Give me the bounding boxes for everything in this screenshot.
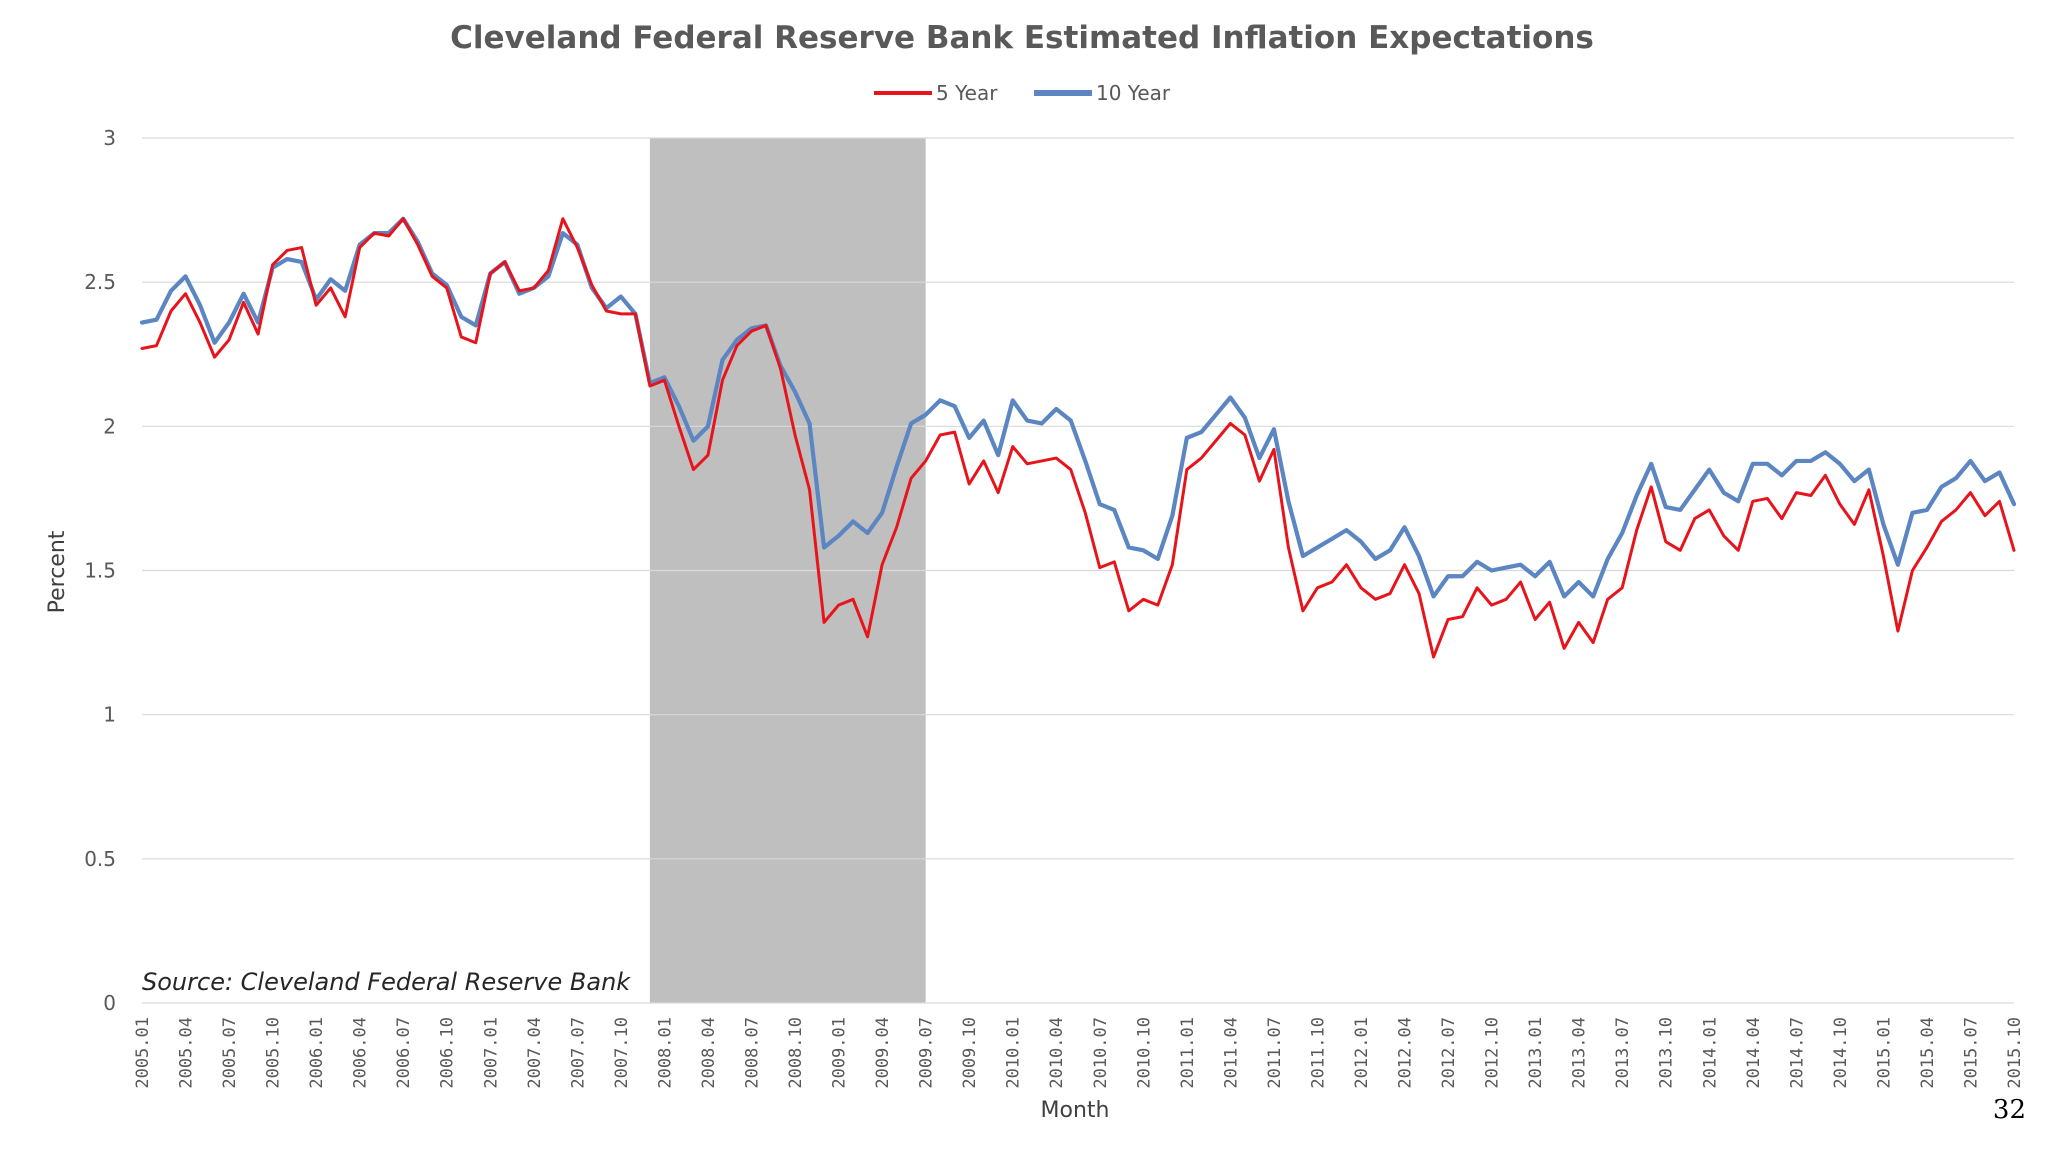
y-tick-label-1: 0.5 bbox=[84, 847, 116, 871]
x-tick-label-12: 2008.01 bbox=[655, 1017, 675, 1089]
x-tick-label-22: 2010.07 bbox=[1091, 1017, 1111, 1089]
x-tick-label-8: 2007.01 bbox=[481, 1017, 501, 1089]
x-tick-label-15: 2008.10 bbox=[786, 1017, 806, 1089]
x-tick-label-24: 2011.01 bbox=[1178, 1017, 1198, 1089]
x-tick-label-20: 2010.01 bbox=[1004, 1017, 1024, 1089]
series-line-10-year bbox=[139, 216, 2017, 599]
x-tick-label-4: 2006.01 bbox=[307, 1017, 327, 1089]
x-tick-label-1: 2005.04 bbox=[177, 1017, 197, 1089]
x-tick-label-9: 2007.04 bbox=[525, 1017, 545, 1089]
x-axis-label: Month bbox=[1041, 1098, 1110, 1123]
x-tick-label-29: 2012.04 bbox=[1396, 1017, 1416, 1089]
source-note: Source: Cleveland Federal Reserve Bank bbox=[142, 968, 631, 996]
x-tick-label-14: 2008.07 bbox=[742, 1017, 762, 1089]
x-tick-label-42: 2015.07 bbox=[1961, 1017, 1981, 1089]
x-tick-label-19: 2009.10 bbox=[960, 1017, 980, 1089]
x-tick-label-31: 2012.10 bbox=[1483, 1017, 1503, 1089]
x-tick-label-37: 2014.04 bbox=[1744, 1017, 1764, 1089]
x-tick-label-38: 2014.07 bbox=[1787, 1017, 1807, 1089]
y-tick-label-3: 1.5 bbox=[84, 559, 116, 583]
x-tick-label-36: 2014.01 bbox=[1700, 1017, 1720, 1089]
x-tick-label-5: 2006.04 bbox=[351, 1017, 371, 1089]
x-tick-label-23: 2010.10 bbox=[1134, 1017, 1154, 1089]
y-tick-label-4: 2 bbox=[103, 414, 116, 438]
legend: 5 Year 10 Year bbox=[874, 81, 1171, 105]
x-tick-label-43: 2015.10 bbox=[2005, 1017, 2025, 1089]
x-tick-label-41: 2015.04 bbox=[1918, 1017, 1938, 1089]
x-tick-label-11: 2007.10 bbox=[612, 1017, 632, 1089]
y-tick-label-6: 3 bbox=[103, 126, 116, 150]
x-tick-label-16: 2009.01 bbox=[830, 1017, 850, 1089]
x-tick-label-3: 2005.10 bbox=[264, 1017, 284, 1089]
x-tick-label-34: 2013.07 bbox=[1613, 1017, 1633, 1089]
y-tick-label-0: 0 bbox=[103, 991, 116, 1015]
x-tick-label-40: 2015.01 bbox=[1874, 1017, 1894, 1089]
y-axis-label: Percent bbox=[45, 530, 70, 613]
x-tick-label-35: 2013.10 bbox=[1657, 1017, 1677, 1089]
x-tick-label-21: 2010.04 bbox=[1047, 1017, 1067, 1089]
x-tick-label-25: 2011.04 bbox=[1221, 1017, 1241, 1089]
x-tick-label-0: 2005.01 bbox=[133, 1017, 153, 1089]
x-tick-label-33: 2013.04 bbox=[1570, 1017, 1590, 1089]
series-line-5-year bbox=[140, 217, 2016, 659]
x-tick-label-17: 2009.04 bbox=[873, 1017, 893, 1089]
x-tick-label-39: 2014.10 bbox=[1831, 1017, 1851, 1089]
x-tick-label-27: 2011.10 bbox=[1308, 1017, 1328, 1089]
x-tick-label-2: 2005.07 bbox=[220, 1017, 240, 1089]
chart-title: Cleveland Federal Reserve Bank Estimated… bbox=[450, 20, 1594, 56]
y-tick-label-2: 1 bbox=[103, 703, 116, 727]
x-tick-label-26: 2011.07 bbox=[1265, 1017, 1285, 1089]
x-tick-label-10: 2007.07 bbox=[568, 1017, 588, 1089]
x-tick-label-13: 2008.04 bbox=[699, 1017, 719, 1089]
y-tick-label-5: 2.5 bbox=[84, 270, 116, 294]
x-tick-label-7: 2006.10 bbox=[438, 1017, 458, 1089]
x-tick-label-32: 2013.01 bbox=[1526, 1017, 1546, 1089]
legend-label-5-year: 5 Year bbox=[936, 81, 998, 105]
x-tick-label-30: 2012.07 bbox=[1439, 1017, 1459, 1089]
x-tick-label-6: 2006.07 bbox=[394, 1017, 414, 1089]
x-tick-label-28: 2012.01 bbox=[1352, 1017, 1372, 1089]
x-tick-label-18: 2009.07 bbox=[917, 1017, 937, 1089]
page-number: 32 bbox=[1993, 1095, 2026, 1125]
legend-label-10-year: 10 Year bbox=[1096, 81, 1171, 105]
